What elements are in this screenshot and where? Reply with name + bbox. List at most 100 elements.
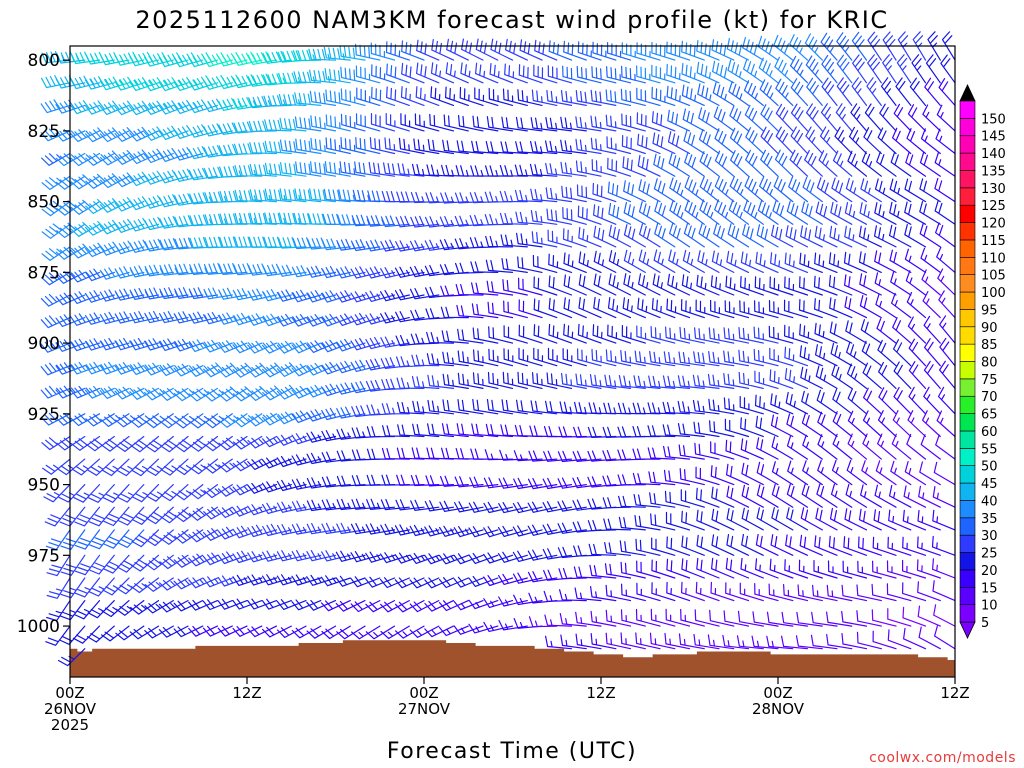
wind-barb — [801, 483, 823, 508]
wind-barb — [605, 584, 632, 602]
wind-barb — [826, 584, 853, 602]
wind-barb — [174, 263, 204, 276]
wind-barb — [58, 484, 86, 503]
wind-barb — [575, 373, 602, 389]
wind-barb — [130, 600, 160, 615]
wind-barb — [470, 165, 499, 177]
wind-barb — [410, 499, 440, 511]
wind-barb — [548, 253, 573, 273]
wind-barb — [234, 212, 263, 225]
colorbar-label: 10 — [981, 599, 998, 614]
wind-barb — [621, 325, 646, 344]
wind-barb — [786, 200, 809, 225]
wind-barb — [877, 127, 897, 155]
wind-barb — [587, 520, 617, 532]
wind-barb — [802, 176, 823, 203]
wind-barb — [159, 554, 189, 570]
wind-barb — [816, 177, 838, 203]
wind-barb — [725, 439, 750, 460]
wind-barb — [456, 423, 484, 438]
wind-barb — [589, 564, 617, 579]
wind-barb — [924, 77, 941, 106]
wind-barb — [636, 42, 661, 61]
colorbar-label: 75 — [981, 373, 998, 388]
wind-barb — [497, 551, 528, 563]
wind-barb — [593, 204, 617, 225]
wind-barb — [85, 51, 115, 65]
wind-barb — [804, 33, 823, 61]
wind-barb — [813, 275, 838, 296]
wind-barb — [41, 271, 71, 286]
wind-barb — [247, 504, 278, 516]
wind-barb — [754, 300, 779, 319]
wind-barb — [771, 224, 794, 248]
wind-barb — [499, 449, 528, 461]
wind-barb — [905, 151, 927, 177]
colorbar-label: 130 — [981, 182, 1006, 197]
wind-barb — [781, 635, 809, 650]
wind-barb — [679, 468, 705, 486]
wind-barb — [115, 435, 145, 452]
wind-barb — [542, 501, 573, 513]
wind-barb — [651, 86, 676, 106]
wind-barb — [472, 398, 499, 415]
wind-barb — [355, 65, 381, 84]
wind-barb — [232, 288, 263, 301]
wind-barb — [453, 625, 484, 635]
wind-barb — [759, 79, 779, 106]
wind-barb — [351, 498, 381, 510]
wind-barb — [351, 214, 381, 227]
wind-barb — [442, 399, 469, 415]
colorbar-swatch — [959, 430, 976, 449]
colorbar-swatch — [959, 361, 976, 380]
wind-barb — [307, 237, 337, 250]
wind-barb — [454, 476, 484, 488]
wind-barb — [356, 87, 381, 106]
wind-barb — [858, 536, 882, 556]
wind-barb — [820, 32, 838, 61]
wind-barb — [99, 386, 130, 399]
wind-barb — [810, 634, 838, 650]
wind-barb — [143, 195, 174, 209]
wind-barb — [439, 525, 469, 537]
wind-barb — [922, 104, 941, 132]
wind-barb — [829, 225, 853, 248]
wind-barb — [563, 252, 587, 273]
wind-barb — [796, 611, 823, 627]
wind-barb — [204, 191, 233, 204]
wind-barb — [768, 325, 794, 344]
wind-barb — [471, 282, 499, 296]
wind-barb — [380, 523, 410, 536]
wind-barb — [605, 632, 632, 650]
wind-barb — [355, 43, 381, 61]
wind-barb — [754, 394, 779, 415]
wind-barb — [472, 115, 499, 132]
wind-barb — [247, 73, 278, 87]
wind-barb — [443, 114, 469, 132]
wind-barb — [684, 199, 705, 225]
wind-barb — [415, 86, 440, 106]
wind-barb — [714, 199, 735, 225]
pressure-axis: 800 825 850 875 900 925 950 975 1000 — [17, 51, 70, 637]
wind-barb — [638, 273, 661, 296]
wind-barb — [340, 66, 366, 84]
wind-barb — [651, 537, 676, 556]
wind-barb — [488, 348, 514, 367]
wind-barb — [851, 77, 868, 106]
wind-barb — [441, 423, 469, 438]
wind-barb — [632, 472, 661, 486]
wind-barb — [651, 64, 676, 84]
wind-barb — [678, 633, 705, 650]
wind-barb — [786, 483, 809, 508]
wind-barb — [99, 76, 130, 91]
wind-barb — [679, 326, 705, 344]
colorbar-swatch — [959, 326, 976, 345]
wind-barb — [592, 41, 617, 61]
wind-barb — [590, 115, 617, 132]
wind-barb — [652, 132, 676, 155]
wind-barb — [144, 310, 174, 324]
wind-barb — [129, 387, 160, 400]
wind-barb — [73, 484, 101, 503]
wind-barb — [46, 554, 71, 577]
wind-barb — [573, 566, 602, 579]
